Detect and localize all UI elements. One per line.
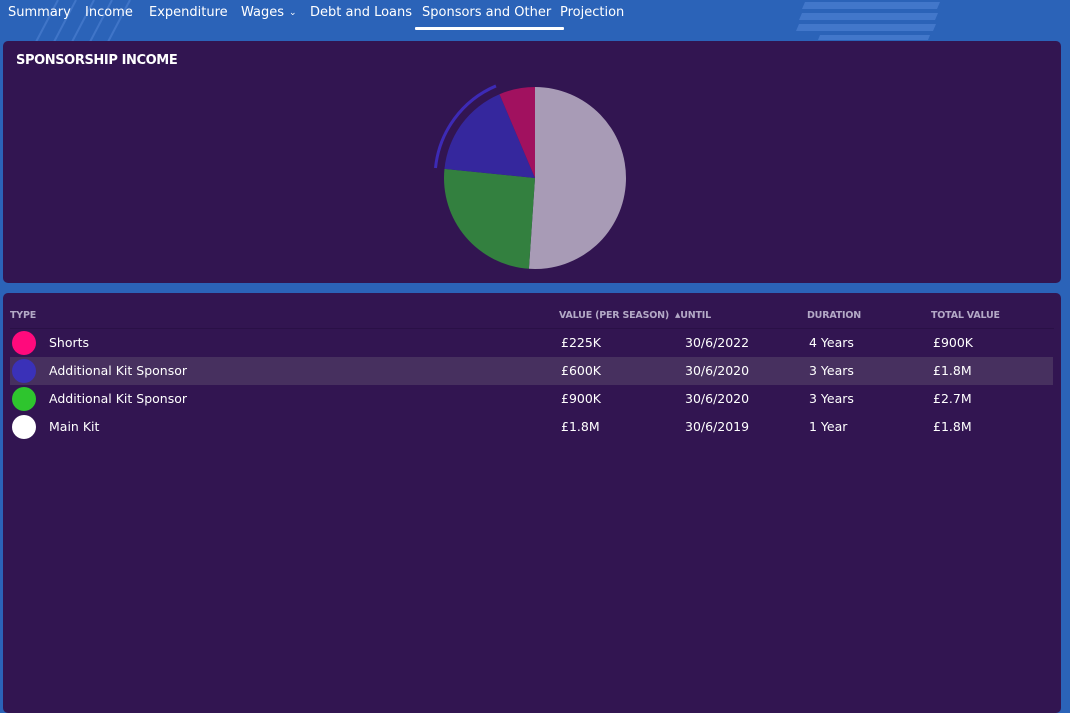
- chevron-down-icon: ⌄: [289, 8, 297, 18]
- cell-value: £600K: [561, 363, 602, 378]
- cell-total-value: £2.7M: [933, 391, 972, 406]
- pie-slice[interactable]: [528, 87, 627, 269]
- pie-slice[interactable]: [444, 94, 535, 178]
- cell-type: Additional Kit Sponsor: [49, 391, 188, 406]
- tab-debt-and-loans[interactable]: Debt and Loans: [310, 5, 413, 20]
- tab-summary[interactable]: Summary: [8, 5, 71, 20]
- cell-total-value: £1.8M: [933, 363, 972, 378]
- cell-total-value: £900K: [933, 335, 974, 350]
- tab-wages[interactable]: Wages ⌄: [241, 5, 297, 31]
- table-row[interactable]: Main Kit £1.8M 30/6/2019 1 Year £1.8M: [10, 413, 1053, 441]
- column-header-until[interactable]: ▲UNTIL: [675, 310, 711, 321]
- tab-wages-label: Wages: [241, 5, 285, 20]
- cell-type: Shorts: [49, 335, 90, 350]
- cell-until: 30/6/2020: [685, 391, 750, 406]
- panel-title: SPONSORSHIP INCOME: [16, 53, 178, 68]
- finance-tab-bar: Summary Income Expenditure Wages ⌄ Debt a…: [0, 0, 1070, 32]
- row-color-swatch: [12, 387, 36, 411]
- column-header-total-value[interactable]: TOTAL VALUE: [931, 310, 1000, 321]
- row-color-swatch: [12, 331, 36, 355]
- pie-slice[interactable]: [499, 87, 535, 178]
- pie-highlight-arc: [434, 84, 497, 169]
- cell-duration: 3 Years: [809, 363, 854, 378]
- cell-value: £225K: [561, 335, 602, 350]
- cell-value: £900K: [561, 391, 602, 406]
- table-row[interactable]: Shorts £225K 30/6/2022 4 Years £900K: [10, 329, 1053, 357]
- cell-type: Main Kit: [49, 419, 100, 434]
- tab-income[interactable]: Income: [85, 5, 133, 20]
- sort-ascending-icon: ▲: [675, 311, 681, 319]
- tab-projection[interactable]: Projection: [560, 5, 625, 20]
- header-divider: [10, 328, 1054, 329]
- cell-total-value: £1.8M: [933, 419, 972, 434]
- cell-type: Additional Kit Sponsor: [49, 363, 188, 378]
- cell-duration: 4 Years: [809, 335, 854, 350]
- column-header-type[interactable]: TYPE: [10, 310, 37, 321]
- tab-sponsors-and-other[interactable]: Sponsors and Other: [414, 5, 565, 31]
- table-row[interactable]: Additional Kit Sponsor £600K 30/6/2020 3…: [10, 357, 1053, 385]
- cell-until: 30/6/2019: [685, 419, 750, 434]
- sponsorship-pie-chart: [434, 84, 627, 269]
- cell-duration: 1 Year: [809, 419, 848, 434]
- row-color-swatch: [12, 415, 36, 439]
- cell-until: 30/6/2022: [685, 335, 750, 350]
- column-header-until-label: UNTIL: [680, 310, 711, 321]
- pie-slice[interactable]: [444, 168, 535, 269]
- cell-value: £1.8M: [561, 419, 600, 434]
- tab-expenditure[interactable]: Expenditure: [149, 5, 228, 20]
- column-header-value[interactable]: VALUE (PER SEASON): [559, 310, 669, 321]
- sponsorship-income-panel: SPONSORSHIP INCOME: [3, 41, 1061, 283]
- cell-until: 30/6/2020: [685, 363, 750, 378]
- sponsors-table-panel: TYPE VALUE (PER SEASON) ▲UNTIL DURATION …: [3, 293, 1061, 713]
- cell-duration: 3 Years: [809, 391, 854, 406]
- column-header-duration[interactable]: DURATION: [807, 310, 861, 321]
- table-row[interactable]: Additional Kit Sponsor £900K 30/6/2020 3…: [10, 385, 1053, 413]
- row-color-swatch: [12, 359, 36, 383]
